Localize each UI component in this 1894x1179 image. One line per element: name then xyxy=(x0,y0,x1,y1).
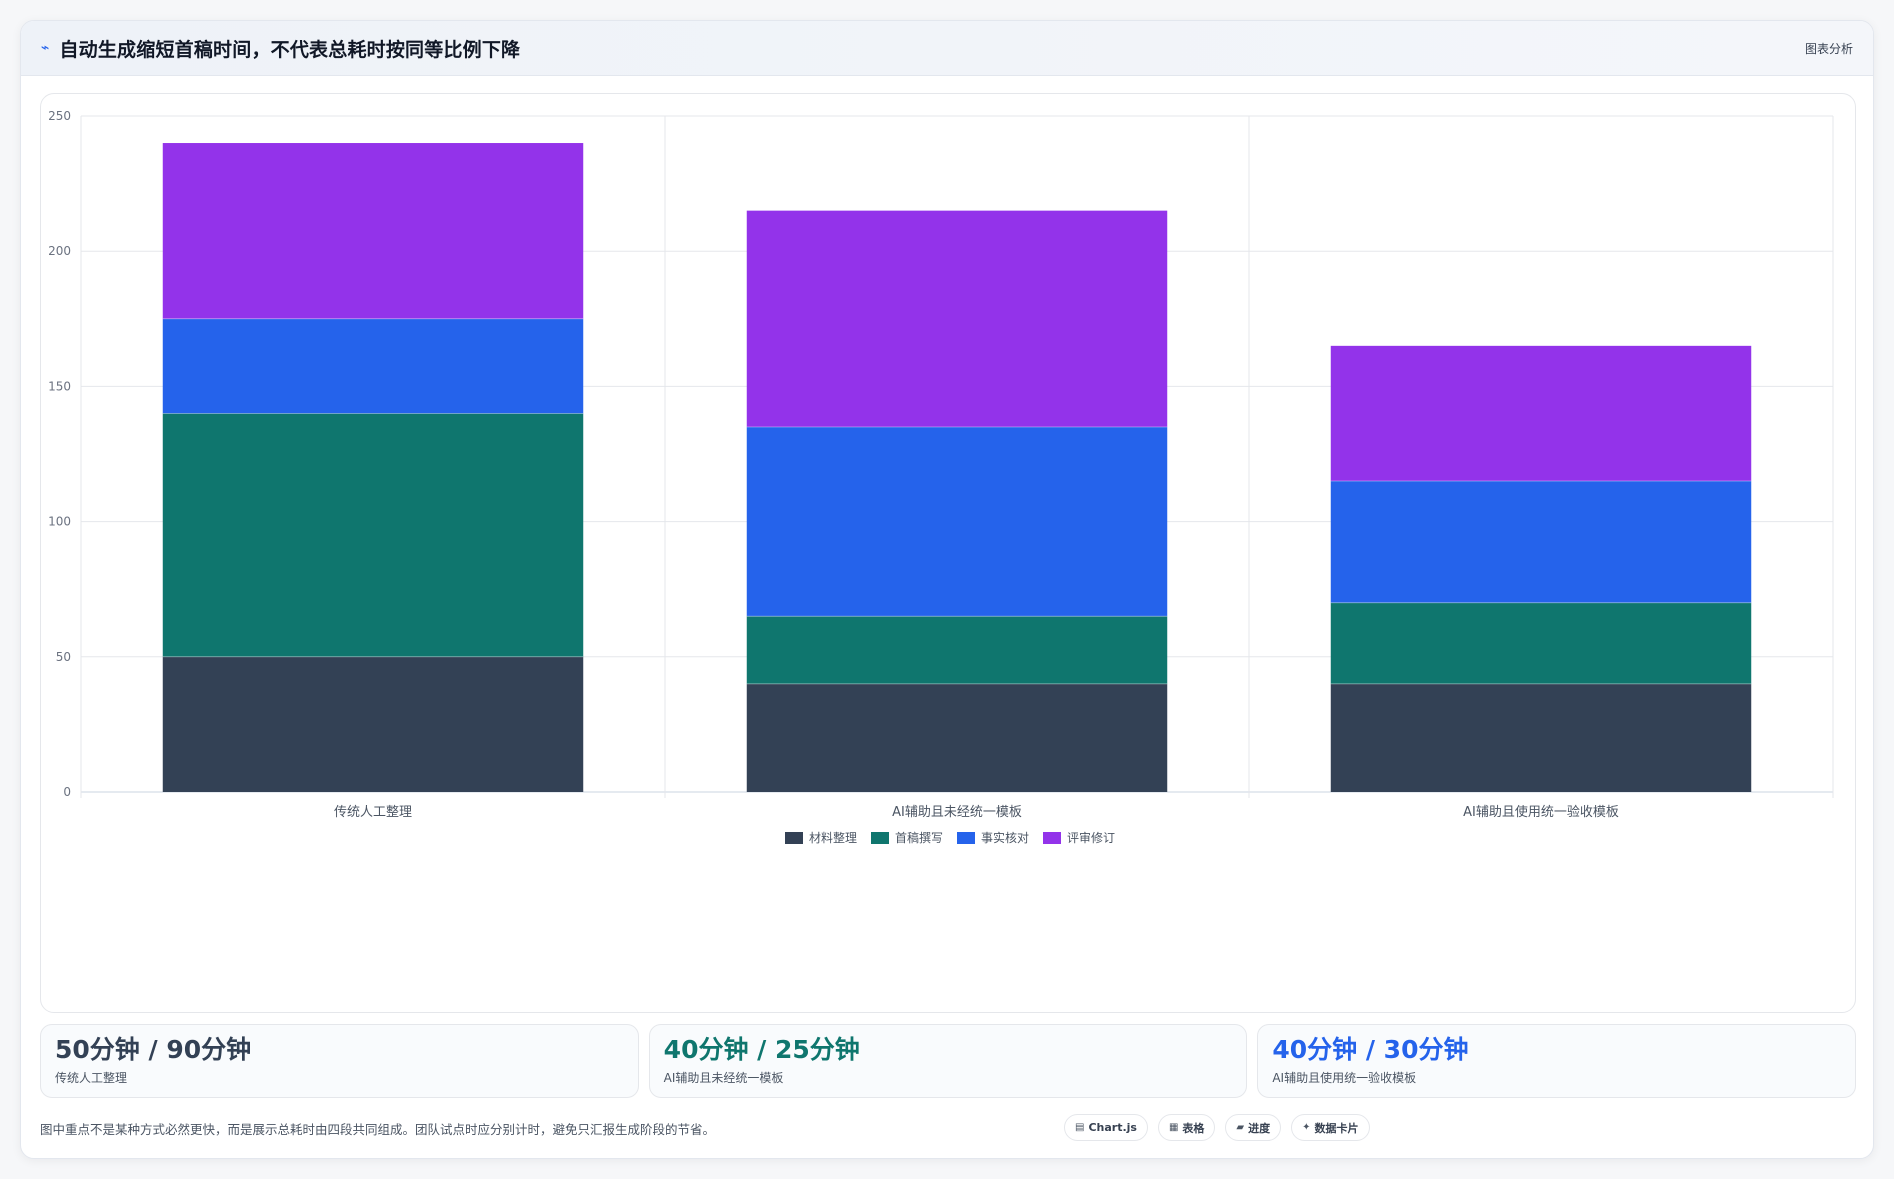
y-tick-label: 200 xyxy=(48,244,71,258)
legend-swatch xyxy=(785,832,803,844)
stat-label: 传统人工整理 xyxy=(55,1071,128,1085)
bar-segment xyxy=(162,656,584,792)
legend-label: 评审修订 xyxy=(1067,830,1115,845)
stat-card-ai-no-template: 40分钟 / 25分钟 AI辅助且未经统一模板 xyxy=(648,1024,1248,1098)
chip-data-card[interactable]: ✦ 数据卡片 xyxy=(1291,1114,1370,1141)
chip-chartjs[interactable]: ▤ Chart.js xyxy=(1064,1114,1148,1141)
y-tick-label: 250 xyxy=(48,109,71,123)
header-tag: 图表分析 xyxy=(1804,41,1853,56)
x-category-label: AI辅助且使用统一验收模板 xyxy=(1463,804,1619,820)
y-tick-label: 0 xyxy=(63,785,71,799)
bar-segment xyxy=(162,318,584,414)
progress-icon: ▰ xyxy=(1236,1122,1245,1133)
footer-note: 图中重点不是某种方式必然更快，而是展示总耗时由四段共同组成。团队试点时应分别计时… xyxy=(40,1122,716,1137)
stat-card-ai-template: 40分钟 / 30分钟 AI辅助且使用统一验收模板 xyxy=(1257,1024,1857,1098)
x-category-label: AI辅助且未经统一模板 xyxy=(892,805,1022,820)
legend-swatch xyxy=(871,832,889,844)
stat-value: 50分钟 / 90分钟 xyxy=(55,1035,252,1064)
bar-segment xyxy=(1330,683,1752,792)
chip-progress[interactable]: ▰ 进度 xyxy=(1225,1114,1282,1141)
chip-label: Chart.js xyxy=(1088,1121,1137,1134)
stat-label: AI辅助且使用统一验收模板 xyxy=(1272,1071,1417,1085)
card-title: 自动生成缩短首稿时间，不代表总耗时按同等比例下降 xyxy=(59,38,521,61)
legend-label: 首稿撰写 xyxy=(895,830,943,845)
sparkle-icon: ✦ xyxy=(1302,1122,1311,1133)
y-tick-label: 50 xyxy=(56,650,71,664)
chip-label: 表格 xyxy=(1182,1121,1205,1135)
card-header: ⌁ 自动生成缩短首稿时间，不代表总耗时按同等比例下降 图表分析 xyxy=(21,21,1873,76)
table-icon: ▦ xyxy=(1168,1122,1179,1133)
chip-table[interactable]: ▦ 表格 xyxy=(1157,1114,1216,1141)
stat-value: 40分钟 / 30分钟 xyxy=(1272,1035,1469,1064)
chart-icon: ▤ xyxy=(1075,1122,1085,1133)
legend-swatch xyxy=(957,832,975,844)
bar-segment xyxy=(746,210,1168,427)
chart-panel: 0 50 100 150 200 250 传统人工整理 AI辅助且未经统一模板 AI辅助且使用统… xyxy=(40,93,1856,1013)
bar-segment xyxy=(162,413,584,657)
bar-segment xyxy=(1330,481,1752,603)
x-category-label: 传统人工整理 xyxy=(334,805,412,820)
stat-card-traditional: 50分钟 / 90分钟 传统人工整理 xyxy=(40,1024,639,1098)
bar-segment xyxy=(162,143,584,319)
stat-value: 40分钟 / 25分钟 xyxy=(663,1035,860,1064)
bar-segment xyxy=(746,683,1168,792)
header-left: ⌁ 自动生成缩短首稿时间，不代表总耗时按同等比例下降 xyxy=(41,35,520,62)
stat-label: AI辅助且未经统一模板 xyxy=(663,1071,784,1085)
footer: 图中重点不是某种方式必然更快，而是展示总耗时由四段共同组成。团队试点时应分别计时… xyxy=(40,1111,1856,1147)
stacked-bar-chart: 0 50 100 150 200 250 传统人工整理 AI辅助且未经统一模板 AI辅助且使用统… xyxy=(48,109,1834,845)
chip-label: 数据卡片 xyxy=(1314,1121,1359,1135)
legend-swatch xyxy=(1043,832,1061,844)
legend-label: 材料整理 xyxy=(809,830,857,845)
chart-card: ⌁ 自动生成缩短首稿时间，不代表总耗时按同等比例下降 图表分析 0 50 100 15… xyxy=(20,20,1874,1159)
y-tick-label: 100 xyxy=(48,515,71,529)
bar-segment xyxy=(746,616,1168,684)
trend-line-icon: ⌁ xyxy=(41,40,50,56)
chip-label: 进度 xyxy=(1248,1121,1271,1135)
bar-segment xyxy=(746,426,1168,617)
stat-row: 50分钟 / 90分钟 传统人工整理 40分钟 / 25分钟 AI辅助且未经统一… xyxy=(40,1024,1857,1098)
chip-row: ▤ Chart.js ▦ 表格 ▰ 进度 ✦ 数据卡片 xyxy=(1064,1114,1370,1141)
bar-segment xyxy=(1330,602,1752,684)
legend-label: 事实核对 xyxy=(981,830,1029,845)
bar-segment xyxy=(1330,345,1752,482)
y-tick-label: 150 xyxy=(48,379,71,393)
